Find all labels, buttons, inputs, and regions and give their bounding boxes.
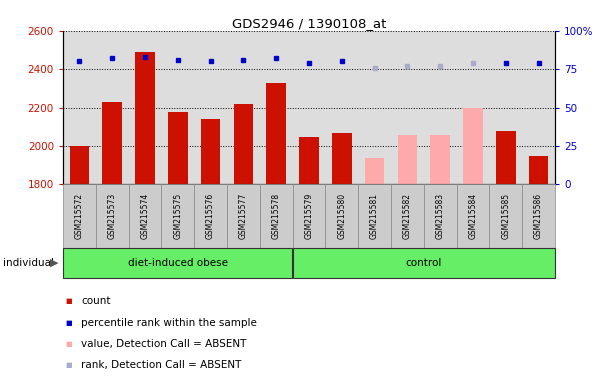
Text: GSM215577: GSM215577 bbox=[239, 193, 248, 239]
Bar bbox=[63, 184, 96, 248]
Text: ■: ■ bbox=[65, 362, 73, 368]
Text: individual: individual bbox=[3, 258, 54, 268]
Text: ■: ■ bbox=[65, 341, 73, 347]
Text: GSM215585: GSM215585 bbox=[502, 193, 510, 239]
Text: GSM215575: GSM215575 bbox=[173, 193, 182, 239]
Bar bbox=[233, 104, 253, 184]
Text: GSM215584: GSM215584 bbox=[469, 193, 478, 239]
Bar bbox=[96, 184, 128, 248]
Text: GSM215586: GSM215586 bbox=[534, 193, 543, 239]
Text: GSM215582: GSM215582 bbox=[403, 193, 412, 239]
Text: GSM215573: GSM215573 bbox=[108, 193, 116, 239]
Text: diet-induced obese: diet-induced obese bbox=[128, 258, 228, 268]
FancyBboxPatch shape bbox=[64, 248, 292, 278]
Bar bbox=[103, 102, 122, 184]
Text: GSM215583: GSM215583 bbox=[436, 193, 445, 239]
Text: value, Detection Call = ABSENT: value, Detection Call = ABSENT bbox=[81, 339, 247, 349]
Text: GSM215578: GSM215578 bbox=[272, 193, 281, 239]
Bar bbox=[161, 184, 194, 248]
Text: GSM215580: GSM215580 bbox=[337, 193, 346, 239]
Bar bbox=[398, 135, 417, 184]
Text: control: control bbox=[406, 258, 442, 268]
Text: GSM215576: GSM215576 bbox=[206, 193, 215, 239]
Bar bbox=[457, 184, 490, 248]
Bar bbox=[260, 184, 293, 248]
Bar bbox=[332, 133, 352, 184]
Bar bbox=[529, 156, 548, 184]
Bar bbox=[358, 184, 391, 248]
Text: rank, Detection Call = ABSENT: rank, Detection Call = ABSENT bbox=[81, 360, 241, 370]
Bar bbox=[522, 184, 555, 248]
Text: ■: ■ bbox=[65, 298, 73, 305]
Bar bbox=[293, 184, 325, 248]
Text: ■: ■ bbox=[65, 319, 73, 326]
Bar bbox=[201, 119, 220, 184]
FancyBboxPatch shape bbox=[293, 248, 554, 278]
Bar bbox=[365, 158, 385, 184]
Bar bbox=[128, 184, 161, 248]
Text: GSM215574: GSM215574 bbox=[140, 193, 149, 239]
Text: count: count bbox=[81, 296, 110, 306]
Bar bbox=[168, 112, 188, 184]
Text: percentile rank within the sample: percentile rank within the sample bbox=[81, 318, 257, 328]
Bar bbox=[463, 108, 483, 184]
Text: ▶: ▶ bbox=[50, 258, 58, 268]
Bar bbox=[70, 146, 89, 184]
Bar bbox=[135, 52, 155, 184]
Bar bbox=[299, 137, 319, 184]
Text: GSM215572: GSM215572 bbox=[75, 193, 84, 239]
Text: GSM215579: GSM215579 bbox=[305, 193, 314, 239]
Bar bbox=[391, 184, 424, 248]
Bar bbox=[266, 83, 286, 184]
Text: GSM215581: GSM215581 bbox=[370, 193, 379, 239]
Title: GDS2946 / 1390108_at: GDS2946 / 1390108_at bbox=[232, 17, 386, 30]
Bar bbox=[496, 131, 515, 184]
Bar bbox=[430, 135, 450, 184]
Bar bbox=[424, 184, 457, 248]
Bar bbox=[227, 184, 260, 248]
Bar bbox=[490, 184, 522, 248]
Bar bbox=[325, 184, 358, 248]
Bar bbox=[194, 184, 227, 248]
